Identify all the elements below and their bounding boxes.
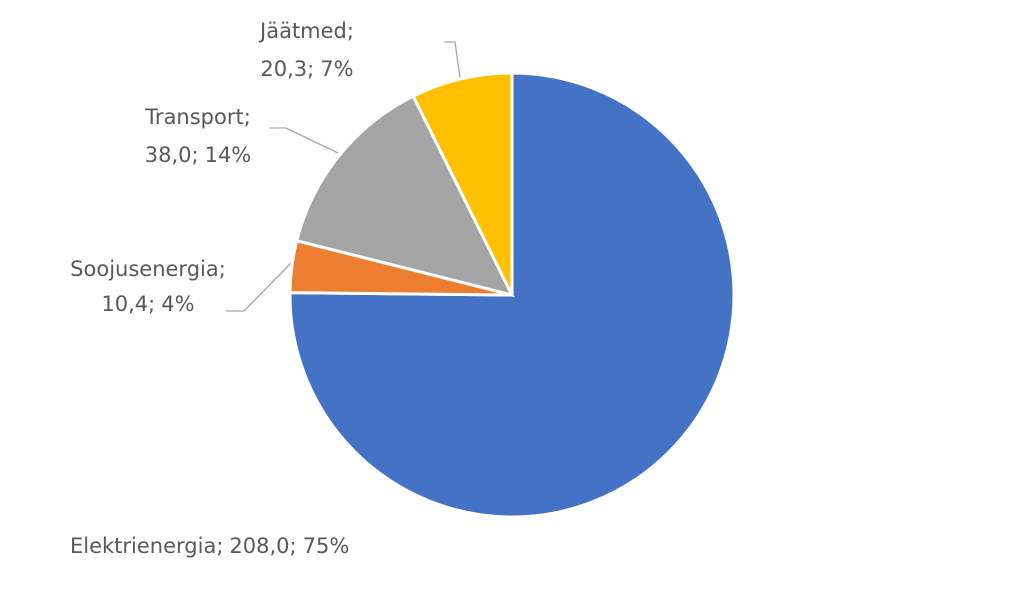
data-label: Elektrienergia; 208,0; 75% [70, 534, 349, 558]
pie-slice [288, 71, 736, 519]
label-separator: ; [192, 143, 199, 167]
label-separator: ; [216, 534, 223, 558]
label-part: Elektrienergia [70, 534, 216, 558]
label-separator: ; [244, 105, 251, 129]
leader-line [226, 262, 292, 312]
label-part: 75% [303, 534, 350, 558]
label-separator: ; [148, 292, 155, 316]
label-part: 14% [205, 143, 252, 167]
label-separator: ; [219, 257, 226, 281]
pie [288, 71, 736, 519]
leader-line [444, 41, 461, 79]
label-separator: ; [290, 534, 297, 558]
label-separator: ; [307, 57, 314, 81]
data-label: Transport; [144, 105, 251, 129]
data-label: 38,0; 14% [145, 143, 252, 167]
label-part: 7% [320, 57, 353, 81]
leader-line [270, 127, 339, 154]
label-part: 4% [161, 292, 194, 316]
data-label: 20,3; 7% [260, 57, 353, 81]
label-part: 20,3 [260, 57, 307, 81]
data-label: Jäätmed; [258, 19, 354, 43]
label-separator: ; [347, 19, 354, 43]
label-part: 10,4 [101, 292, 148, 316]
data-label: Soojusenergia; [70, 257, 226, 281]
label-part: 38,0 [145, 143, 192, 167]
label-part: Jäätmed [258, 19, 347, 43]
pie-slice [411, 71, 514, 296]
pie-slice [294, 94, 515, 298]
data-label: 10,4; 4% [101, 292, 194, 316]
label-part: Transport [144, 105, 244, 129]
label-part: Soojusenergia [70, 257, 219, 281]
label-part: 208,0 [229, 534, 289, 558]
